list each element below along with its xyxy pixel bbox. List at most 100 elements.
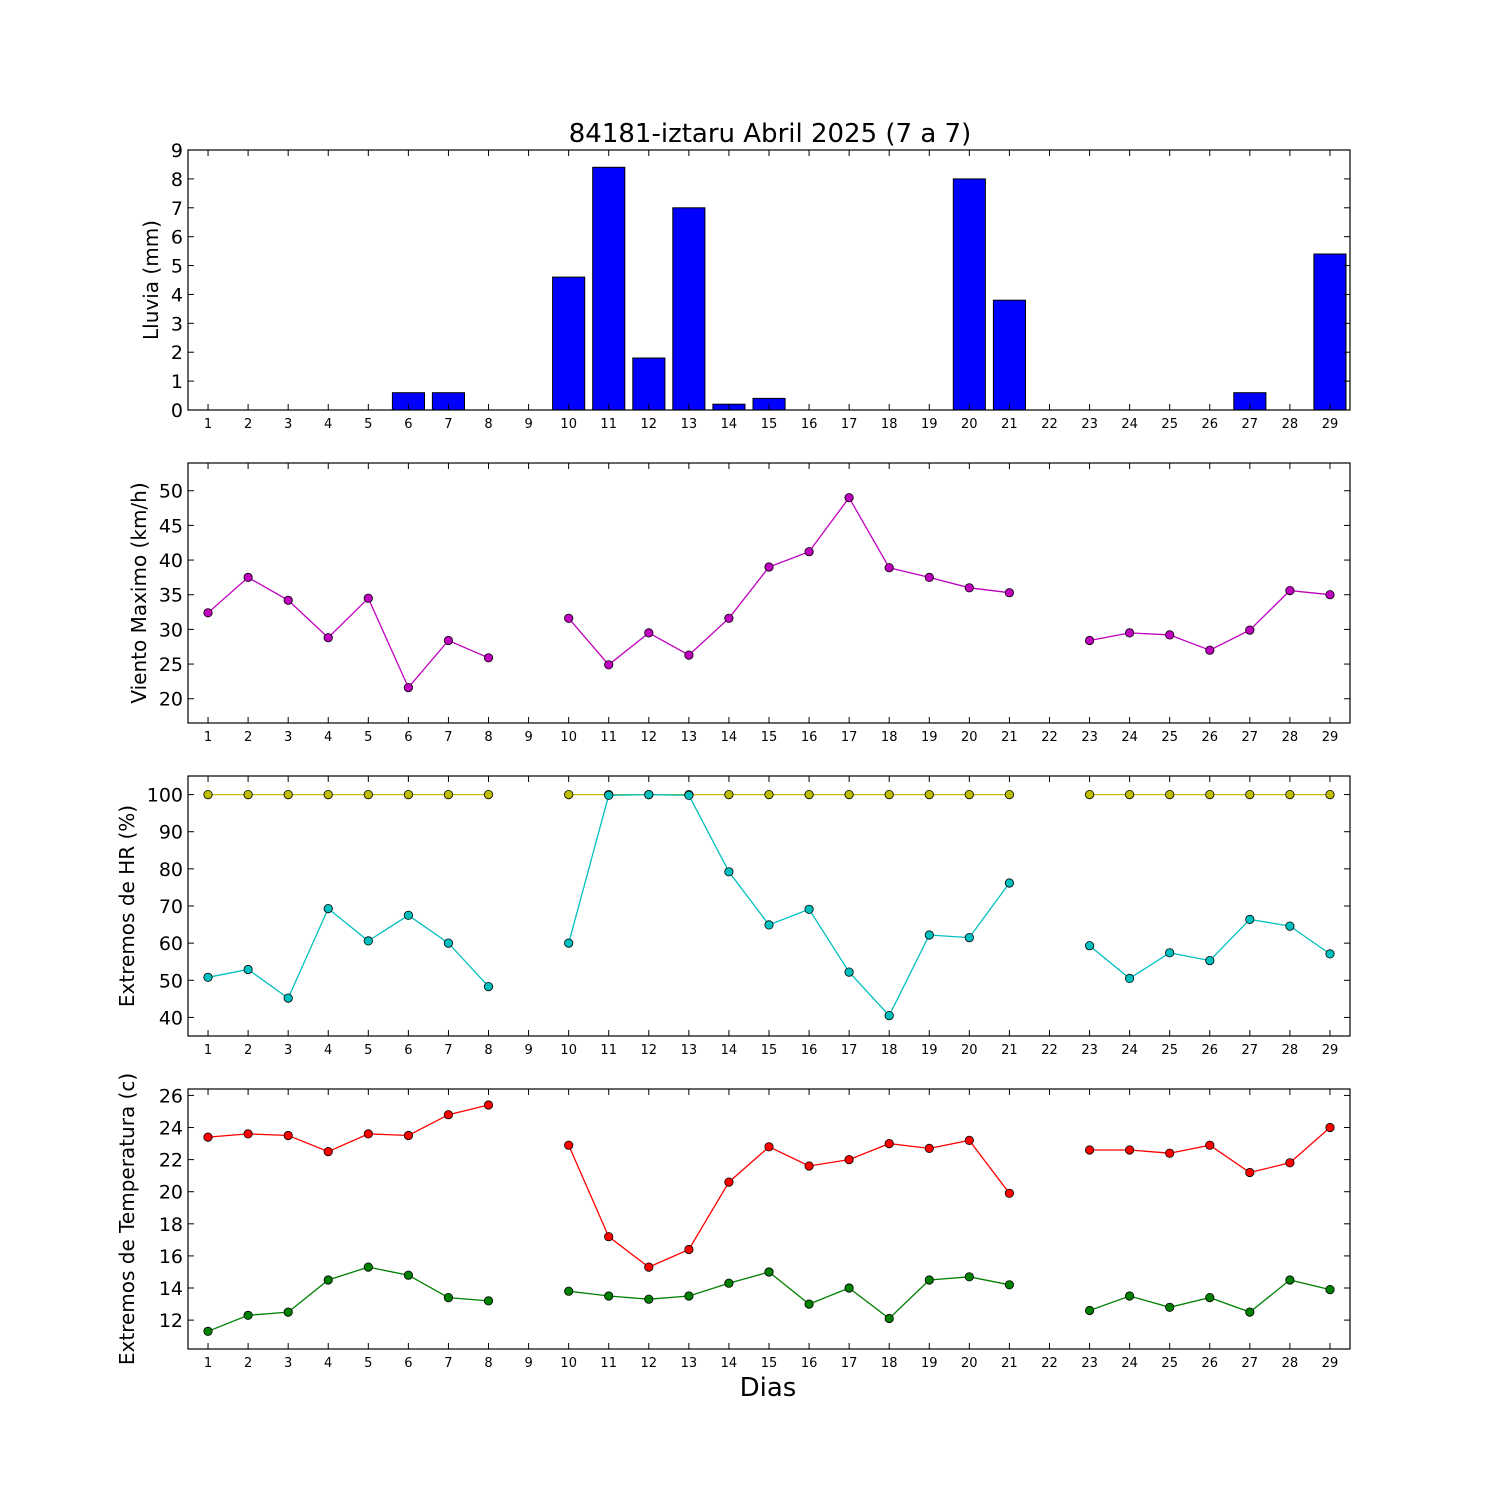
series-2-point-day-6	[403, 1270, 413, 1280]
x-tick-label: 26	[1202, 730, 1219, 745]
x-tick-label: 27	[1242, 730, 1259, 745]
x-tick-label: 23	[1081, 1356, 1098, 1371]
series-1-point-day-26	[1205, 789, 1215, 800]
x-tick-label: 29	[1322, 417, 1339, 432]
series-1-point-day-8	[483, 653, 494, 663]
series-1-point-day-2	[243, 1129, 253, 1139]
x-tick-label: 27	[1242, 417, 1259, 432]
series-2-line	[207, 1266, 489, 1332]
series-1-point-day-1	[203, 608, 213, 618]
series-1-point-day-27	[1245, 789, 1255, 800]
series-2-point-day-5	[363, 1262, 373, 1272]
series-1-point-day-29	[1325, 590, 1335, 600]
y-tick-label: 35	[159, 585, 183, 607]
y-axis-label: Extremos de Temperatura (c)	[115, 1073, 139, 1365]
x-tick-label: 11	[600, 1356, 617, 1371]
x-tick-label: 11	[600, 730, 617, 745]
x-tick-label: 29	[1322, 1356, 1339, 1371]
series-2-point-day-26	[1205, 1293, 1215, 1303]
y-tick-label: 80	[159, 859, 183, 881]
y-tick-label: 12	[159, 1310, 183, 1332]
x-tick-label: 19	[921, 1043, 938, 1058]
rain-bar-day-29	[1313, 253, 1347, 411]
x-tick-label: 22	[1041, 1356, 1058, 1371]
series-1-point-day-8	[483, 1100, 494, 1110]
y-tick-label: 20	[159, 689, 183, 711]
x-tick-label: 17	[841, 417, 858, 432]
x-tick-label: 14	[721, 417, 738, 432]
series-1-point-day-27	[1245, 1167, 1255, 1178]
series-2-point-day-7	[443, 938, 453, 948]
series-2-point-day-11	[604, 790, 614, 800]
x-tick-label: 1	[204, 730, 212, 745]
x-tick-label: 18	[881, 417, 898, 432]
x-tick-label: 10	[560, 1043, 577, 1058]
x-tick-label: 4	[324, 1043, 332, 1058]
x-tick-label: 21	[1001, 730, 1018, 745]
series-1-point-day-6	[403, 789, 413, 800]
series-1-point-day-2	[243, 789, 253, 800]
series-1-point-day-21	[1004, 588, 1015, 598]
series-1-point-day-23	[1085, 635, 1095, 646]
rain-bar-day-20	[952, 178, 986, 411]
x-tick-label: 9	[524, 417, 532, 432]
x-axis-label: Dias	[740, 1373, 797, 1403]
series-1-point-day-12	[644, 1262, 654, 1272]
series-2-line	[207, 907, 489, 1000]
series-1-point-day-3	[283, 789, 293, 800]
rain-bar-day-13	[672, 207, 706, 411]
series-2-point-day-1	[203, 972, 213, 982]
x-tick-label: 26	[1202, 1356, 1219, 1371]
y-tick-label: 100	[147, 785, 183, 807]
series-2-point-day-12	[644, 789, 654, 800]
x-tick-label: 5	[364, 730, 372, 745]
series-2-point-day-17	[844, 967, 854, 977]
series-1-point-day-4	[323, 633, 333, 643]
x-tick-label: 2	[244, 417, 252, 432]
series-1-point-day-28	[1285, 789, 1295, 800]
x-tick-label: 4	[324, 730, 332, 745]
x-tick-label: 20	[961, 730, 978, 745]
x-tick-label: 27	[1242, 1043, 1259, 1058]
series-2-point-day-2	[243, 1310, 253, 1320]
x-tick-label: 16	[801, 1356, 818, 1371]
x-tick-label: 3	[284, 1356, 292, 1371]
x-tick-label: 8	[484, 417, 492, 432]
y-tick-label: 8	[171, 169, 183, 191]
x-tick-label: 29	[1322, 730, 1339, 745]
x-tick-label: 26	[1202, 417, 1219, 432]
x-tick-label: 19	[921, 417, 938, 432]
series-2-point-day-23	[1085, 941, 1095, 951]
x-tick-label: 7	[444, 1356, 452, 1371]
y-tick-label: 22	[159, 1150, 183, 1172]
x-tick-label: 9	[524, 1043, 532, 1058]
series-1-point-day-20	[964, 1135, 974, 1146]
series-1-point-day-27	[1245, 625, 1255, 635]
x-tick-label: 14	[721, 1043, 738, 1058]
x-tick-label: 18	[881, 1356, 898, 1371]
x-tick-label: 16	[801, 1043, 818, 1058]
series-1-point-day-24	[1125, 628, 1135, 638]
series-1-point-day-15	[764, 1142, 774, 1152]
x-tick-label: 22	[1041, 1043, 1058, 1058]
x-tick-label: 3	[284, 1043, 292, 1058]
series-2-point-day-21	[1004, 1280, 1015, 1290]
series-1-point-day-17	[844, 493, 854, 503]
y-tick-label: 7	[171, 198, 183, 220]
series-2-point-day-7	[443, 1293, 453, 1303]
x-tick-label: 6	[404, 417, 412, 432]
x-tick-label: 18	[881, 1043, 898, 1058]
series-1-point-day-18	[884, 789, 894, 800]
x-tick-label: 13	[681, 417, 698, 432]
y-tick-label: 0	[171, 400, 183, 422]
y-tick-label: 25	[159, 654, 183, 676]
x-tick-label: 11	[600, 417, 617, 432]
series-2-point-day-16	[804, 904, 814, 914]
series-1-line	[568, 1139, 1010, 1268]
